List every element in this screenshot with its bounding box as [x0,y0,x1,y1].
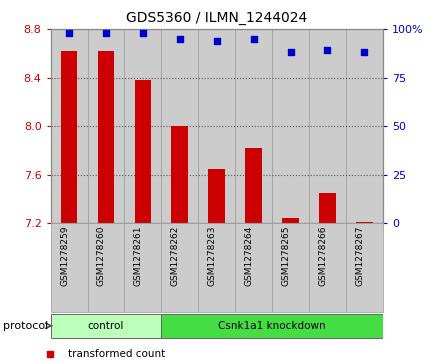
Bar [309,29,346,223]
Bar [98,51,114,223]
Text: GSM1278267: GSM1278267 [356,226,364,286]
Bar [272,223,309,312]
Point [66,30,73,36]
Point [324,48,331,53]
Text: control: control [88,321,124,331]
Text: GSM1278265: GSM1278265 [282,226,290,286]
Bar [246,148,262,223]
Point [250,36,257,42]
Bar [88,223,125,312]
Bar [61,51,77,223]
Bar [282,219,299,223]
Text: GSM1278260: GSM1278260 [97,226,106,286]
Text: GSM1278263: GSM1278263 [208,226,216,286]
Bar [51,29,88,223]
Text: transformed count: transformed count [68,349,165,359]
Point [213,38,220,44]
Point [176,36,183,42]
Text: GSM1278266: GSM1278266 [319,226,327,286]
Text: Csnk1a1 knockdown: Csnk1a1 knockdown [218,321,326,331]
Bar [125,223,161,312]
Bar [272,29,309,223]
Bar [125,29,161,223]
Bar [319,193,336,223]
Bar [51,314,161,338]
Bar [235,223,272,312]
Bar [135,80,151,223]
Bar [198,29,235,223]
Bar [172,126,188,223]
Text: protocol: protocol [3,321,48,331]
Title: GDS5360 / ILMN_1244024: GDS5360 / ILMN_1244024 [126,11,307,25]
Bar [346,223,383,312]
Point [139,30,147,36]
Bar [356,222,373,223]
Bar [198,223,235,312]
Point [361,49,368,55]
Bar [161,29,198,223]
Bar [346,29,383,223]
Point [103,30,110,36]
Point [287,49,294,55]
Text: GSM1278261: GSM1278261 [134,226,143,286]
Bar [88,29,125,223]
Bar [51,223,88,312]
Bar [209,169,225,223]
Bar [161,314,383,338]
Bar [235,29,272,223]
Text: GSM1278262: GSM1278262 [171,226,180,286]
Bar [161,223,198,312]
Bar [309,223,346,312]
Text: GSM1278264: GSM1278264 [245,226,253,286]
Text: GSM1278259: GSM1278259 [60,226,69,286]
